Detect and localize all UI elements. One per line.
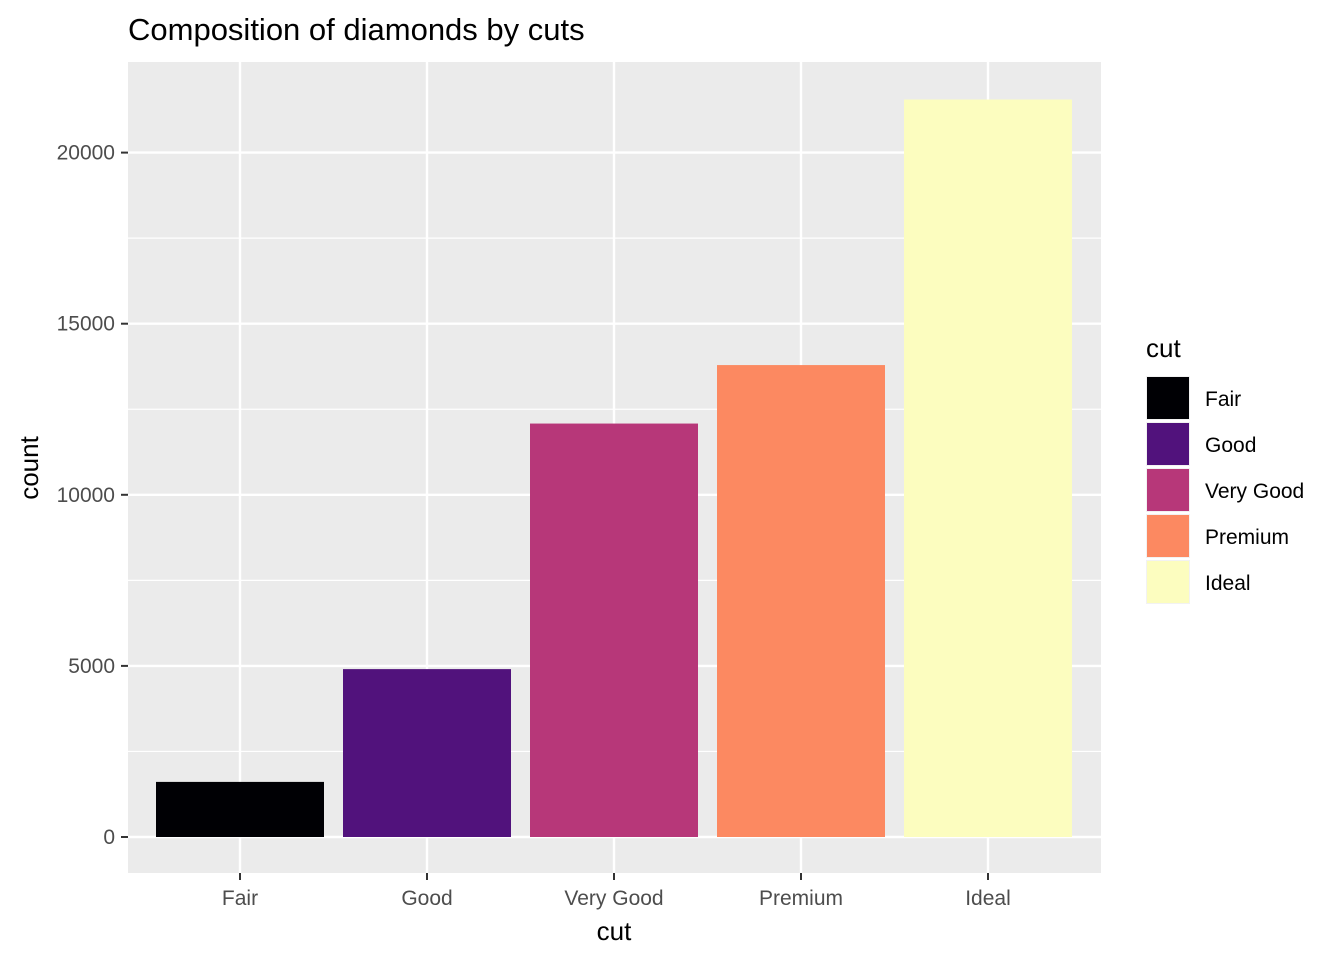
- y-axis: 0 5000 10000 15000 20000: [57, 142, 128, 849]
- y-tick-label: 5000: [68, 655, 115, 678]
- x-tick-label: Very Good: [564, 887, 663, 910]
- bar-good: [343, 669, 511, 837]
- x-axis: Fair Good Very Good Premium Ideal: [222, 873, 1011, 910]
- y-tick-label: 20000: [57, 142, 115, 165]
- legend-label: Ideal: [1205, 572, 1251, 595]
- legend: cut Fair Good Very Good Premium Ideal: [1146, 333, 1304, 604]
- y-tick-label: 10000: [57, 484, 115, 507]
- x-tick-label: Ideal: [965, 887, 1011, 910]
- y-tick-label: 15000: [57, 313, 115, 336]
- legend-title: cut: [1146, 333, 1181, 363]
- x-tick-label: Good: [401, 887, 452, 910]
- y-tick-label: 0: [103, 826, 115, 849]
- legend-key: [1147, 469, 1189, 511]
- legend-key: [1147, 377, 1189, 419]
- legend-key: [1147, 515, 1189, 557]
- bar-very-good: [530, 423, 698, 837]
- x-tick-label: Fair: [222, 887, 258, 910]
- legend-key: [1147, 423, 1189, 465]
- y-axis-title: count: [14, 435, 44, 499]
- legend-label: Very Good: [1205, 480, 1304, 503]
- bar-premium: [717, 365, 885, 837]
- chart-title: Composition of diamonds by cuts: [128, 12, 585, 47]
- bar-fair: [156, 781, 324, 837]
- x-tick-label: Premium: [759, 887, 843, 910]
- legend-label: Premium: [1205, 526, 1289, 549]
- legend-label: Fair: [1205, 388, 1241, 411]
- legend-key: [1147, 561, 1189, 603]
- x-axis-title: cut: [597, 916, 632, 946]
- bar-ideal: [904, 99, 1072, 837]
- legend-label: Good: [1205, 434, 1256, 457]
- bars: [156, 99, 1072, 837]
